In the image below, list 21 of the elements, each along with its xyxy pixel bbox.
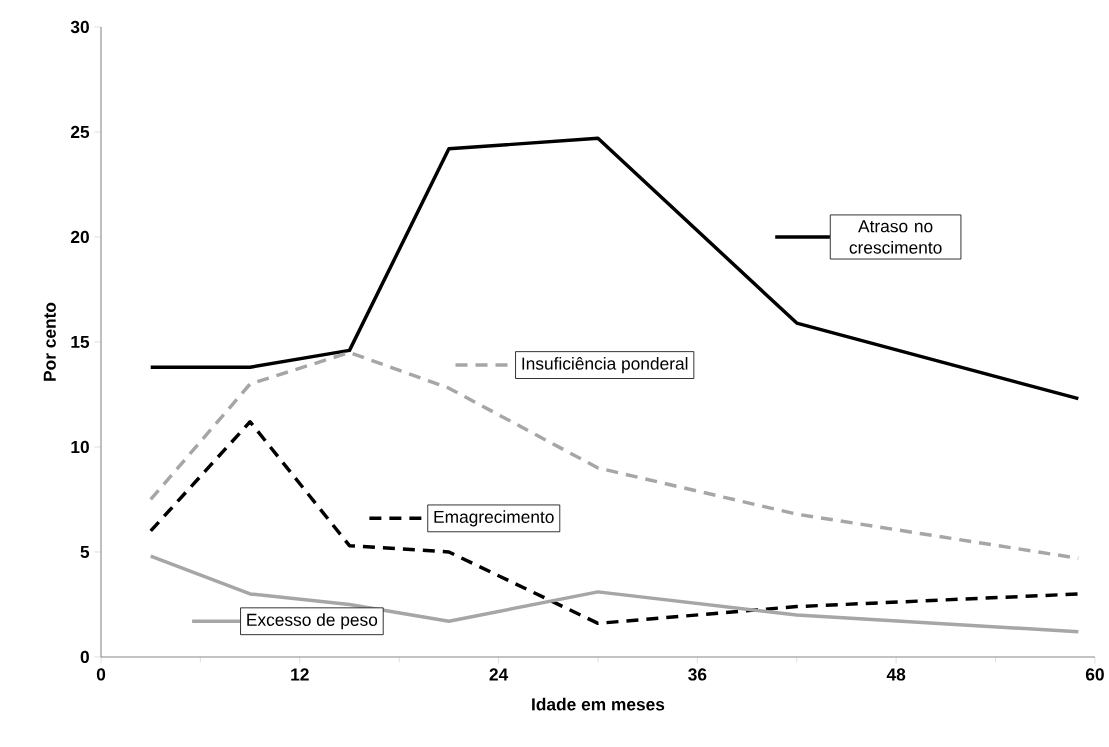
y-tick-label: 15 [71, 335, 90, 349]
x-tick-label: 36 [688, 668, 707, 681]
legend-label: Insuficiência ponderal [522, 356, 688, 374]
y-tick-label: 10 [71, 440, 89, 454]
legend-label: Emagrecimento [434, 510, 554, 527]
legend-label: Atraso no crescimento [849, 220, 942, 254]
y-tick-label: 5 [80, 545, 90, 559]
y-tick-label: 30 [70, 20, 89, 34]
x-tick-label: 24 [489, 668, 509, 681]
x-tick-label: 48 [886, 668, 906, 681]
legend-label: Excesso de peso [247, 613, 378, 630]
y-tick-label: 20 [70, 230, 89, 244]
x-tick-label: 12 [291, 668, 309, 681]
x-tick-label: 60 [1085, 668, 1104, 681]
y-tick-label: 25 [70, 125, 90, 139]
line-series [148, 554, 1081, 634]
x-axis-title: Idade em meses [532, 697, 665, 711]
y-tick-label: 0 [80, 650, 89, 664]
x-tick-label: 0 [96, 668, 106, 681]
y-axis-title: Por cento [43, 302, 56, 381]
line-series [148, 136, 1081, 401]
